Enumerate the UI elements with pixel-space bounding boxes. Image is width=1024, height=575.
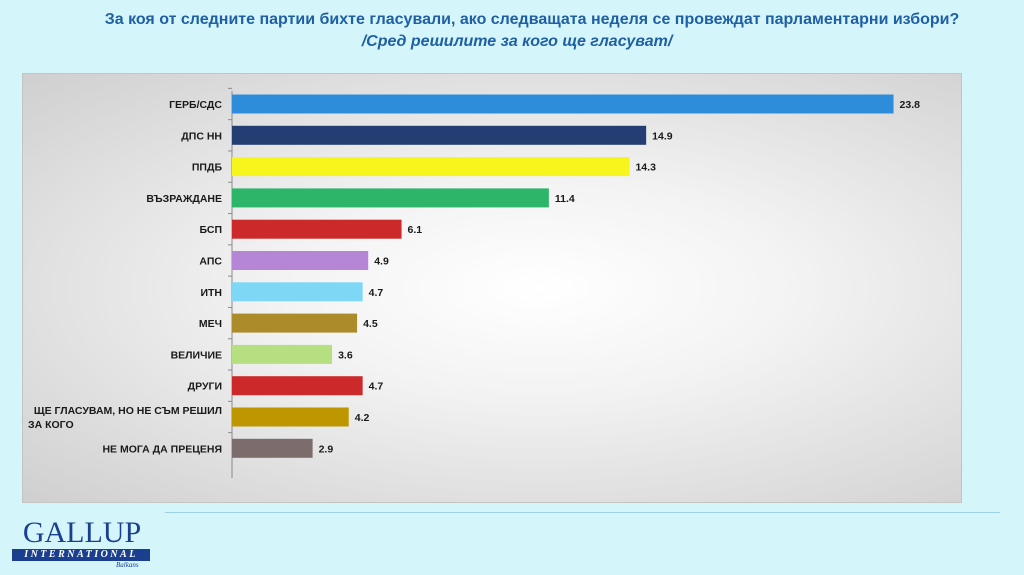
data-label: 6.1 — [408, 224, 423, 236]
bar — [232, 188, 549, 208]
data-label: 23.8 — [900, 99, 921, 111]
data-label: 4.2 — [355, 412, 370, 424]
title-subtitle: /Сред решилите за кого ще гласуват/ — [361, 33, 673, 50]
bar — [232, 407, 349, 427]
category-label: ВЕЛИЧИЕ — [171, 349, 222, 361]
category-label: ВЪЗРАЖДАНЕ — [146, 193, 222, 205]
data-label: 3.6 — [338, 349, 353, 361]
chart-area: 23.8 ГЕРБ/СДС 14.9 ДПС НН 14.3 ППДБ 11.4 ВЪЗРАЖ… — [22, 73, 962, 503]
category-label: ДРУГИ — [188, 381, 222, 393]
bar — [232, 251, 369, 270]
bar — [232, 313, 358, 333]
data-label: 2.9 — [319, 443, 334, 455]
bar — [232, 125, 647, 145]
gallup-logo: GALLUP INTERNATIONAL Balkans — [12, 516, 152, 571]
divider-line — [165, 512, 1000, 513]
category-label-line: ЗА КОГО — [28, 419, 74, 431]
category-label: МЕЧ — [199, 318, 222, 330]
category-label: ЩЕ ГЛАСУВАМ, НО НЕ СЪМ РЕШИЛ ЗА КОГО — [28, 405, 222, 431]
bar — [232, 282, 363, 302]
category-label: БСП — [199, 224, 222, 236]
title-question: За коя от следните партии бихте гласувал… — [104, 11, 960, 28]
bar — [232, 344, 333, 364]
bar — [232, 376, 363, 396]
category-label: ИТН — [200, 287, 222, 299]
logo-name: GALLUP — [22, 516, 142, 549]
category-label: ДПС НН — [181, 130, 222, 142]
category-label: ГЕРБ/СДС — [169, 99, 222, 111]
data-label: 4.9 — [374, 256, 389, 268]
data-label: 4.5 — [363, 318, 378, 330]
category-label: ППДБ — [192, 162, 223, 174]
category-label-line: ЩЕ ГЛАСУВАМ, НО НЕ СЪМ РЕШИЛ — [34, 405, 222, 417]
logo-band: INTERNATIONAL — [12, 549, 150, 561]
data-label: 4.7 — [369, 287, 384, 299]
bar-chart: 23.8 ГЕРБ/СДС 14.9 ДПС НН 14.3 ППДБ 11.4 ВЪЗРАЖ… — [28, 87, 921, 478]
chart-title: За коя от следните партии бихте гласувал… — [0, 9, 1024, 53]
data-label: 14.3 — [635, 162, 656, 174]
bar — [232, 94, 894, 114]
data-label: 11.4 — [555, 193, 575, 205]
bar — [232, 219, 402, 239]
bar — [232, 157, 630, 177]
logo-region: Balkans — [116, 561, 139, 569]
data-label: 14.9 — [652, 130, 673, 142]
category-label: НЕ МОГА ДА ПРЕЦЕНЯ — [102, 443, 222, 455]
bar — [232, 438, 313, 458]
data-label: 4.7 — [369, 381, 384, 393]
category-label: АПС — [199, 256, 222, 268]
